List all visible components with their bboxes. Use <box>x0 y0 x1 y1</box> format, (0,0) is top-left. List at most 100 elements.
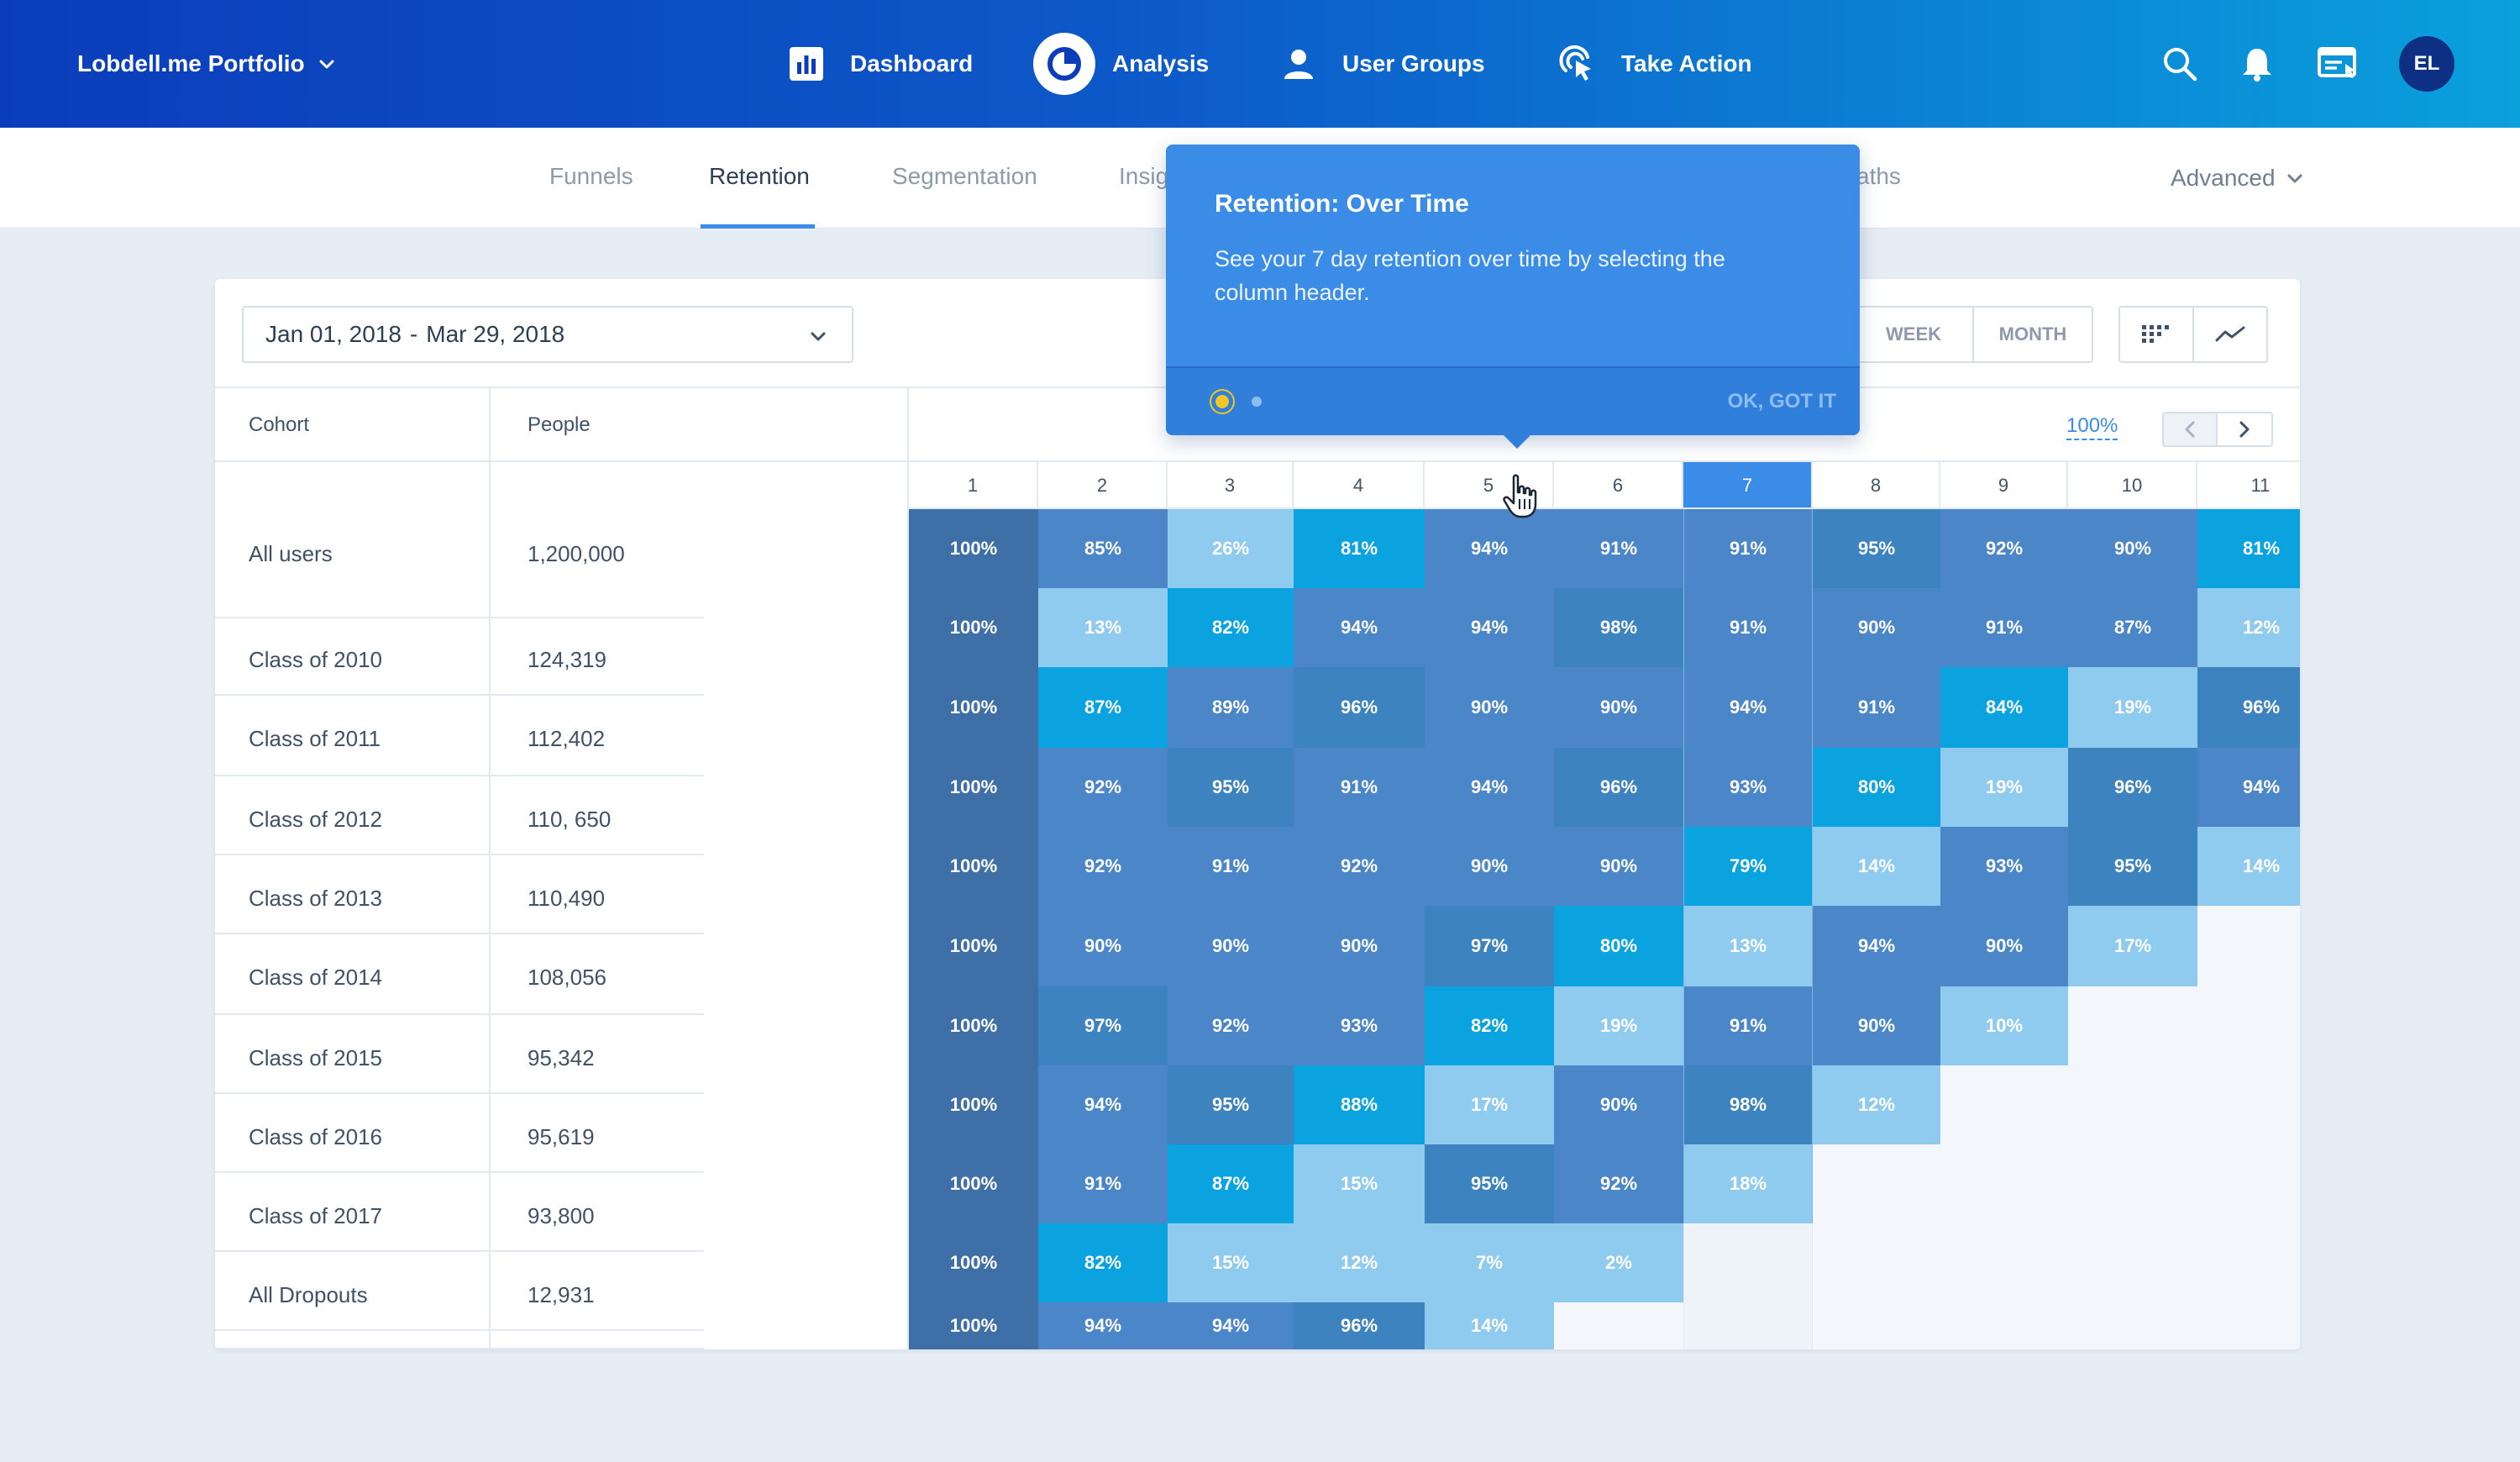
heatmap-cell[interactable]: 79% <box>1683 827 1813 906</box>
line-view-button[interactable] <box>2192 308 2266 361</box>
column-header-11[interactable]: 11 <box>2197 462 2300 509</box>
step-indicator[interactable] <box>1252 397 1262 407</box>
heatmap-cell[interactable]: 81% <box>1294 509 1425 588</box>
column-header-2[interactable]: 2 <box>1038 462 1168 509</box>
heatmap-cell[interactable]: 87% <box>1168 1144 1294 1223</box>
heatmap-cell[interactable]: 91% <box>1940 588 2068 667</box>
date-range-picker[interactable]: Jan 01, 2018 - Mar 29, 2018 <box>242 306 853 363</box>
heatmap-cell[interactable]: 94% <box>1425 588 1554 667</box>
heatmap-cell[interactable]: 94% <box>1168 1302 1294 1349</box>
heatmap-cell[interactable]: 2% <box>1554 1223 1683 1302</box>
week-button[interactable]: WEEK <box>1886 323 1941 344</box>
heatmap-cell[interactable]: 91% <box>1038 1144 1168 1223</box>
step-indicator-active[interactable] <box>1211 391 1233 413</box>
avatar[interactable]: EL <box>2399 36 2454 92</box>
heatmap-cell[interactable]: 81% <box>2197 509 2300 588</box>
heatmap-cell[interactable]: 14% <box>2197 827 2300 906</box>
heatmap-cell[interactable]: 26% <box>1168 509 1294 588</box>
heatmap-cell[interactable]: 91% <box>1683 509 1813 588</box>
heatmap-cell[interactable]: 19% <box>1554 986 1683 1065</box>
heatmap-cell[interactable]: 94% <box>1425 509 1554 588</box>
heatmap-cell[interactable]: 90% <box>1294 906 1425 986</box>
heatmap-cell[interactable]: 92% <box>1294 827 1425 906</box>
heatmap-cell[interactable]: 19% <box>2068 667 2197 748</box>
heatmap-cell[interactable]: 94% <box>1294 588 1425 667</box>
heatmap-cell[interactable]: 13% <box>1683 906 1813 986</box>
heatmap-cell[interactable]: 90% <box>1038 906 1168 986</box>
heatmap-cell[interactable]: 89% <box>1168 667 1294 748</box>
heatmap-cell[interactable]: 100% <box>909 1223 1038 1302</box>
heatmap-cell[interactable]: 18% <box>1683 1144 1813 1223</box>
message-card-icon[interactable] <box>2317 43 2359 85</box>
heatmap-cell[interactable]: 90% <box>1554 827 1683 906</box>
heatmap-cell[interactable]: 94% <box>1038 1065 1168 1144</box>
heatmap-cell[interactable]: 96% <box>1294 1302 1425 1349</box>
heatmap-cell[interactable]: 96% <box>1554 748 1683 827</box>
heatmap-cell[interactable]: 15% <box>1168 1223 1294 1302</box>
next-page-button[interactable] <box>2218 412 2273 447</box>
nav-dashboard[interactable]: Dashboard <box>788 0 973 128</box>
heatmap-cell[interactable]: 80% <box>1813 748 1940 827</box>
heatmap-cell[interactable]: 93% <box>1940 827 2068 906</box>
heatmap-cell[interactable]: 14% <box>1813 827 1940 906</box>
heatmap-cell[interactable]: 90% <box>1554 1065 1683 1144</box>
heatmap-cell[interactable]: 92% <box>1038 827 1168 906</box>
heatmap-cell[interactable]: 13% <box>1038 588 1168 667</box>
heatmap-cell[interactable]: 100% <box>909 906 1038 986</box>
heatmap-cell[interactable]: 94% <box>1683 667 1813 748</box>
heatmap-cell[interactable]: 91% <box>1813 667 1940 748</box>
heatmap-cell[interactable]: 93% <box>1683 748 1813 827</box>
heatmap-cell[interactable]: 97% <box>1425 906 1554 986</box>
heatmap-cell[interactable]: 90% <box>1425 667 1554 748</box>
heatmap-cell[interactable]: 90% <box>1813 588 1940 667</box>
heatmap-cell[interactable]: 82% <box>1038 1223 1168 1302</box>
heatmap-cell[interactable]: 92% <box>1554 1144 1683 1223</box>
column-header-10[interactable]: 10 <box>2068 462 2197 509</box>
heatmap-cell[interactable]: 100% <box>909 748 1038 827</box>
nav-analysis[interactable]: Analysis <box>1033 0 1209 128</box>
heatmap-cell[interactable]: 95% <box>1425 1144 1554 1223</box>
heatmap-cell[interactable]: 82% <box>1168 588 1294 667</box>
month-button[interactable]: MONTH <box>1972 308 2092 361</box>
heatmap-cell[interactable]: 95% <box>1168 748 1294 827</box>
nav-take-action[interactable]: Take Action <box>1559 0 1752 128</box>
heatmap-cell[interactable]: 87% <box>1038 667 1168 748</box>
grid-view-button[interactable] <box>2120 308 2192 361</box>
heatmap-cell[interactable]: 19% <box>1940 748 2068 827</box>
heatmap-cell[interactable]: 94% <box>2197 748 2300 827</box>
heatmap-cell[interactable]: 100% <box>909 509 1038 588</box>
heatmap-cell[interactable]: 90% <box>1554 667 1683 748</box>
column-header-7[interactable]: 7 <box>1683 462 1813 509</box>
heatmap-cell[interactable]: 91% <box>1294 748 1425 827</box>
tab-funnels[interactable]: Funnels <box>549 163 633 189</box>
heatmap-cell[interactable]: 91% <box>1683 986 1813 1065</box>
column-header-6[interactable]: 6 <box>1554 462 1683 509</box>
ok-got-it-button[interactable]: OK, GOT IT <box>1727 390 1836 413</box>
column-header-1[interactable]: 1 <box>909 462 1038 509</box>
heatmap-cell[interactable]: 90% <box>1168 906 1294 986</box>
heatmap-cell[interactable]: 91% <box>1168 827 1294 906</box>
heatmap-cell[interactable]: 94% <box>1038 1302 1168 1349</box>
heatmap-cell[interactable]: 95% <box>1168 1065 1294 1144</box>
heatmap-cell[interactable]: 12% <box>1813 1065 1940 1144</box>
heatmap-cell[interactable]: 10% <box>1940 986 2068 1065</box>
heatmap-cell[interactable]: 92% <box>1940 509 2068 588</box>
heatmap-cell[interactable]: 91% <box>1554 509 1683 588</box>
nav-user-groups[interactable]: User Groups <box>1280 0 1485 128</box>
heatmap-cell[interactable]: 100% <box>909 588 1038 667</box>
heatmap-cell[interactable]: 15% <box>1294 1144 1425 1223</box>
heatmap-cell[interactable]: 96% <box>2197 667 2300 748</box>
heatmap-cell[interactable]: 97% <box>1038 986 1168 1065</box>
percent-toggle[interactable]: 100% <box>2066 413 2118 440</box>
heatmap-cell[interactable]: 90% <box>1813 986 1940 1065</box>
heatmap-cell[interactable]: 92% <box>1038 748 1168 827</box>
heatmap-cell[interactable]: 96% <box>1294 667 1425 748</box>
heatmap-cell[interactable]: 14% <box>1425 1302 1554 1349</box>
heatmap-cell[interactable]: 100% <box>909 1065 1038 1144</box>
column-header-4[interactable]: 4 <box>1294 462 1425 509</box>
heatmap-cell[interactable]: 84% <box>1940 667 2068 748</box>
heatmap-cell[interactable]: 94% <box>1425 748 1554 827</box>
heatmap-cell[interactable]: 94% <box>1813 906 1940 986</box>
prev-page-button[interactable] <box>2162 412 2218 447</box>
advanced-dropdown[interactable]: Advanced <box>2171 128 2304 229</box>
